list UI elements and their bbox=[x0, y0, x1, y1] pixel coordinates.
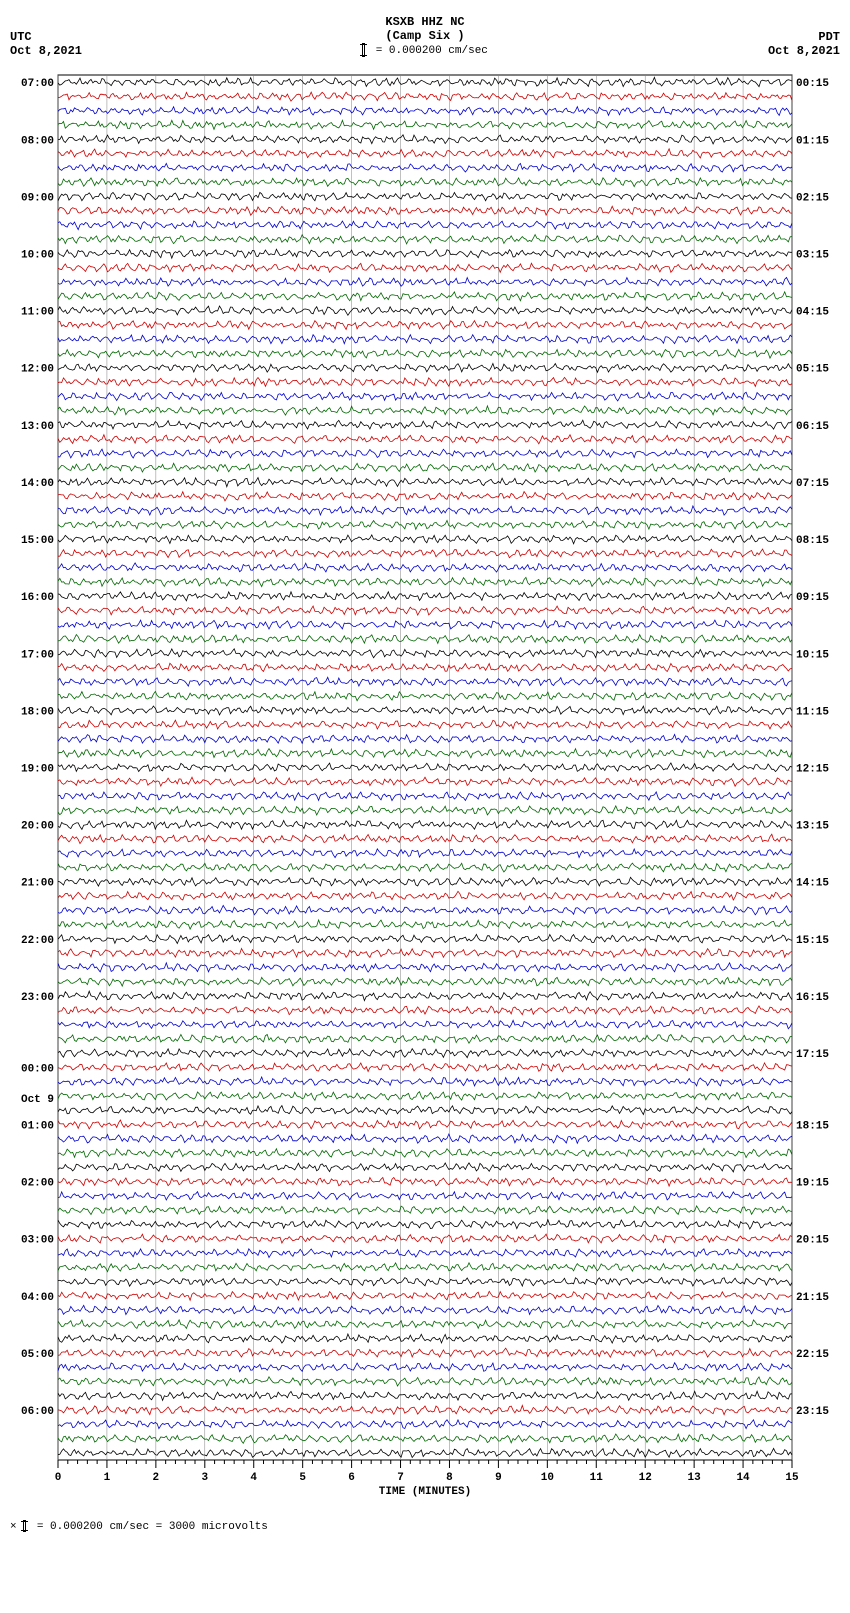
svg-text:14:15: 14:15 bbox=[796, 878, 829, 890]
svg-text:21:00: 21:00 bbox=[21, 878, 54, 890]
svg-text:13:15: 13:15 bbox=[796, 821, 829, 833]
svg-text:19:00: 19:00 bbox=[21, 764, 54, 776]
svg-text:13:00: 13:00 bbox=[21, 421, 54, 433]
svg-text:10: 10 bbox=[541, 1472, 554, 1484]
svg-text:11:00: 11:00 bbox=[21, 307, 54, 319]
svg-text:17:00: 17:00 bbox=[21, 649, 54, 661]
header-center: KSXB HHZ NC (Camp Six ) = 0.000200 cm/se… bbox=[10, 15, 840, 57]
svg-text:04:15: 04:15 bbox=[796, 307, 829, 319]
station-location: (Camp Six ) bbox=[10, 29, 840, 43]
svg-text:2: 2 bbox=[153, 1472, 160, 1484]
svg-text:12:00: 12:00 bbox=[21, 364, 54, 376]
svg-text:10:15: 10:15 bbox=[796, 649, 829, 661]
header: UTC Oct 8,2021 KSXB HHZ NC (Camp Six ) =… bbox=[10, 10, 840, 70]
seismogram-plot: 07:00 08:00 09:00 10:00 11:00 12:00 13:00 14:00… bbox=[10, 70, 840, 1500]
svg-text:12: 12 bbox=[639, 1472, 652, 1484]
scale-indicator: = 0.000200 cm/sec bbox=[10, 43, 840, 57]
footer-scale-bar-icon bbox=[23, 1520, 26, 1532]
svg-text:23:00: 23:00 bbox=[21, 992, 54, 1004]
scale-text: = 0.000200 cm/sec bbox=[376, 45, 488, 57]
header-right: PDT Oct 8,2021 bbox=[768, 30, 840, 58]
svg-text:03:00: 03:00 bbox=[21, 1235, 54, 1247]
scale-bar-icon bbox=[362, 43, 365, 57]
svg-text:17:15: 17:15 bbox=[796, 1049, 829, 1061]
svg-text:09:00: 09:00 bbox=[21, 192, 54, 204]
svg-text:00:00: 00:00 bbox=[21, 1063, 54, 1075]
svg-text:14: 14 bbox=[736, 1472, 750, 1484]
svg-text:11:15: 11:15 bbox=[796, 706, 829, 718]
svg-text:15:00: 15:00 bbox=[21, 535, 54, 547]
svg-text:05:00: 05:00 bbox=[21, 1349, 54, 1361]
svg-text:14:00: 14:00 bbox=[21, 478, 54, 490]
svg-text:15: 15 bbox=[785, 1472, 799, 1484]
svg-text:TIME (MINUTES): TIME (MINUTES) bbox=[379, 1486, 471, 1498]
svg-text:18:00: 18:00 bbox=[21, 706, 54, 718]
svg-text:15:15: 15:15 bbox=[796, 935, 829, 947]
svg-text:02:15: 02:15 bbox=[796, 192, 829, 204]
svg-text:01:15: 01:15 bbox=[796, 135, 829, 147]
svg-text:02:00: 02:00 bbox=[21, 1178, 54, 1190]
svg-text:16:15: 16:15 bbox=[796, 992, 829, 1004]
svg-text:3: 3 bbox=[201, 1472, 208, 1484]
svg-text:0: 0 bbox=[55, 1472, 62, 1484]
svg-text:22:15: 22:15 bbox=[796, 1349, 829, 1361]
svg-text:12:15: 12:15 bbox=[796, 764, 829, 776]
svg-text:9: 9 bbox=[495, 1472, 502, 1484]
footer-text: = 0.000200 cm/sec = 3000 microvolts bbox=[37, 1521, 268, 1533]
svg-text:06:15: 06:15 bbox=[796, 421, 829, 433]
svg-text:7: 7 bbox=[397, 1472, 404, 1484]
svg-text:01:00: 01:00 bbox=[21, 1120, 54, 1132]
svg-text:Oct 9: Oct 9 bbox=[21, 1094, 54, 1106]
svg-text:06:00: 06:00 bbox=[21, 1406, 54, 1418]
svg-text:07:15: 07:15 bbox=[796, 478, 829, 490]
svg-text:08:00: 08:00 bbox=[21, 135, 54, 147]
footer-prefix: × bbox=[10, 1521, 17, 1533]
svg-text:04:00: 04:00 bbox=[21, 1292, 54, 1304]
right-date: Oct 8,2021 bbox=[768, 44, 840, 58]
svg-text:19:15: 19:15 bbox=[796, 1178, 829, 1190]
svg-text:20:00: 20:00 bbox=[21, 821, 54, 833]
station-code: KSXB HHZ NC bbox=[10, 15, 840, 29]
svg-text:03:15: 03:15 bbox=[796, 249, 829, 261]
svg-text:13: 13 bbox=[688, 1472, 702, 1484]
svg-text:05:15: 05:15 bbox=[796, 364, 829, 376]
seismogram-svg: 07:00 08:00 09:00 10:00 11:00 12:00 13:00 14:00… bbox=[10, 70, 840, 1500]
svg-text:20:15: 20:15 bbox=[796, 1235, 829, 1247]
svg-text:6: 6 bbox=[348, 1472, 355, 1484]
svg-text:8: 8 bbox=[446, 1472, 453, 1484]
svg-text:18:15: 18:15 bbox=[796, 1120, 829, 1132]
right-tz: PDT bbox=[768, 30, 840, 44]
svg-text:07:00: 07:00 bbox=[21, 78, 54, 90]
svg-text:00:15: 00:15 bbox=[796, 78, 829, 90]
svg-text:09:15: 09:15 bbox=[796, 592, 829, 604]
svg-text:11: 11 bbox=[590, 1472, 604, 1484]
svg-text:08:15: 08:15 bbox=[796, 535, 829, 547]
svg-text:1: 1 bbox=[104, 1472, 111, 1484]
svg-text:21:15: 21:15 bbox=[796, 1292, 829, 1304]
svg-text:4: 4 bbox=[250, 1472, 257, 1484]
footer: × = 0.000200 cm/sec = 3000 microvolts bbox=[10, 1520, 840, 1533]
svg-text:16:00: 16:00 bbox=[21, 592, 54, 604]
svg-text:23:15: 23:15 bbox=[796, 1406, 829, 1418]
svg-text:10:00: 10:00 bbox=[21, 249, 54, 261]
svg-text:5: 5 bbox=[299, 1472, 306, 1484]
svg-text:22:00: 22:00 bbox=[21, 935, 54, 947]
